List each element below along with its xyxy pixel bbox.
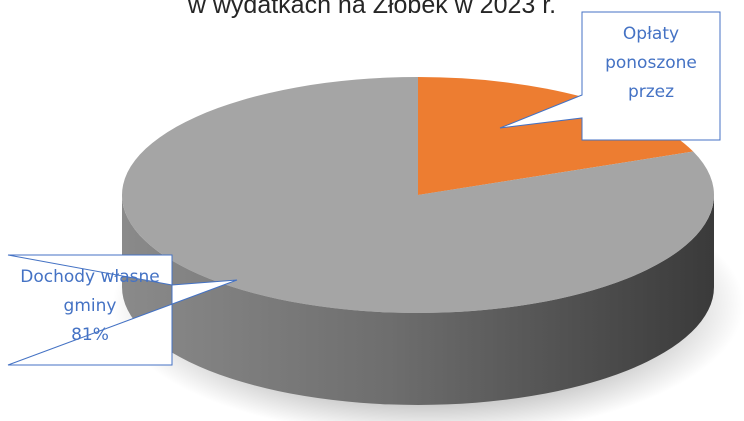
pie-side [122,195,714,405]
chart-title: w wydatkach na Żłobek w 2023 r. [187,0,557,19]
data-label: Opłaty ponoszone przez [586,20,716,107]
callout [7,254,238,366]
pie-slice [418,77,694,195]
value-label: 81% [71,325,109,345]
data-label: Dochody własne gminy 81% [12,263,168,350]
category-label: Dochody własne gminy [20,267,160,316]
callouts [7,11,721,366]
callout [499,11,721,141]
pie [112,77,744,421]
pie-slice [121,77,714,314]
category-label: Opłaty ponoszone przez [605,24,697,102]
